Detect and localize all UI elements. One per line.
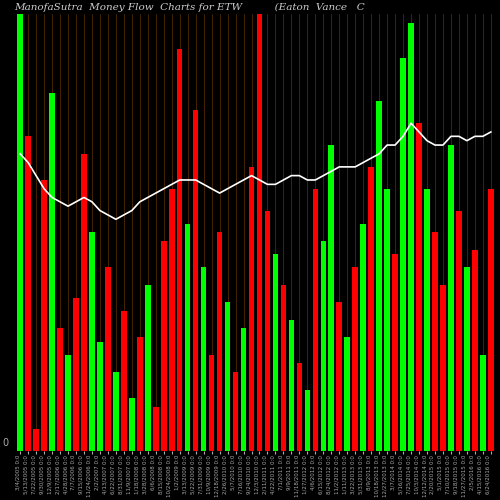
Bar (272, 254, 278, 450)
Bar (42, 180, 47, 450)
Bar (105, 268, 110, 450)
Bar (177, 49, 182, 450)
Bar (312, 188, 318, 450)
Bar (57, 328, 63, 450)
Bar (360, 224, 366, 450)
Bar (89, 232, 94, 450)
Bar (440, 285, 446, 450)
Bar (368, 167, 374, 450)
Bar (416, 123, 422, 450)
Bar (193, 110, 198, 450)
Bar (201, 268, 206, 450)
Bar (280, 285, 286, 450)
Bar (65, 354, 71, 450)
Bar (480, 354, 486, 450)
Bar (209, 354, 214, 450)
Bar (328, 145, 334, 450)
Bar (153, 407, 158, 451)
Bar (464, 268, 469, 450)
Bar (240, 328, 246, 450)
Bar (18, 14, 23, 450)
Bar (145, 285, 150, 450)
Bar (264, 210, 270, 450)
Bar (217, 232, 222, 450)
Bar (225, 302, 230, 450)
Bar (376, 102, 382, 450)
Bar (296, 364, 302, 450)
Bar (400, 58, 406, 450)
Bar (129, 398, 134, 450)
Bar (344, 337, 350, 450)
Bar (488, 188, 494, 450)
Bar (456, 210, 462, 450)
Bar (185, 224, 190, 450)
Bar (472, 250, 478, 450)
Bar (97, 342, 102, 450)
Bar (233, 372, 238, 450)
Bar (26, 136, 31, 450)
Bar (81, 154, 87, 450)
Bar (408, 23, 414, 450)
Bar (73, 298, 79, 450)
Bar (288, 320, 294, 450)
Bar (352, 268, 358, 450)
Bar (392, 254, 398, 450)
Bar (256, 14, 262, 450)
Text: ManofaSutra  Money Flow  Charts for ETW          (Eaton  Vance   C: ManofaSutra Money Flow Charts for ETW (E… (14, 3, 364, 12)
Bar (137, 337, 142, 450)
Bar (424, 188, 430, 450)
Bar (448, 145, 454, 450)
Bar (336, 302, 342, 450)
Bar (50, 92, 55, 450)
Bar (161, 241, 166, 450)
Bar (248, 167, 254, 450)
Bar (113, 372, 118, 450)
Bar (320, 241, 326, 450)
Bar (34, 429, 39, 450)
Bar (384, 188, 390, 450)
Bar (169, 188, 174, 450)
Bar (304, 390, 310, 450)
Bar (432, 232, 438, 450)
Bar (121, 311, 126, 450)
